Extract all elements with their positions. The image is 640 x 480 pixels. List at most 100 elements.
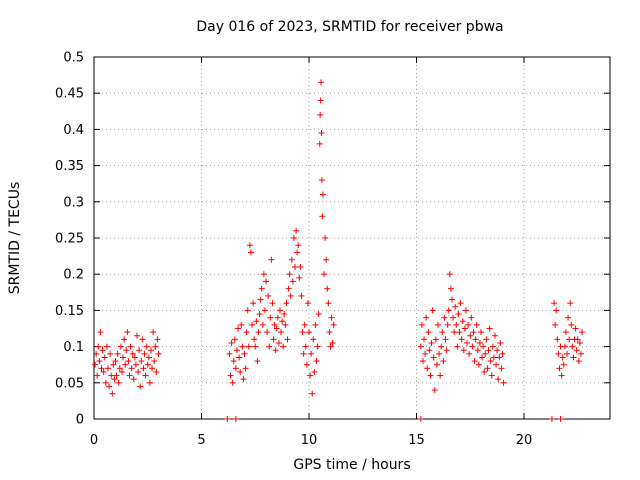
data-point [436,350,443,357]
data-point [318,79,325,86]
data-point [140,365,147,372]
data-point [142,372,149,379]
data-point [94,372,101,379]
data-point [311,368,318,375]
data-point [418,321,425,328]
data-point [561,343,568,350]
y-tick-label: 0 [76,413,84,428]
data-point [555,350,562,357]
data-point [116,365,123,372]
data-points [92,79,586,422]
data-point [99,347,106,354]
data-point [138,358,145,365]
data-point [459,318,466,325]
data-point [153,368,160,375]
data-point [453,321,460,328]
data-point [294,249,301,256]
data-point [466,350,473,357]
data-point [154,336,161,343]
data-point [431,387,438,394]
data-point [456,329,463,336]
y-axis-title: SRMTID / TECUs [7,182,23,295]
data-point [233,347,240,354]
data-point [323,256,330,263]
data-point [290,235,297,241]
data-point [483,336,490,343]
data-point [117,343,124,350]
data-point [265,292,272,299]
data-point [306,329,312,336]
y-tick-label: 0.4 [63,123,84,138]
data-point [444,321,451,328]
data-point [229,379,236,386]
data-point [487,358,494,365]
data-point [279,318,286,325]
x-axis-title: GPS time / hours [293,457,410,473]
data-point [316,140,323,147]
data-point [564,350,570,357]
data-point [122,361,129,368]
data-point [263,278,269,285]
data-point [300,350,307,357]
data-point [139,336,146,343]
data-point [308,350,315,357]
data-point [287,292,294,299]
data-point [559,354,566,361]
data-point [109,390,116,397]
data-point [473,321,480,328]
data-point [297,263,304,270]
data-point [150,329,157,336]
data-point [284,336,291,343]
data-point [575,358,582,365]
data-point [324,285,331,292]
data-point [577,350,584,357]
data-point [136,347,143,354]
data-point [275,339,282,346]
data-point [155,350,162,357]
data-point [108,372,115,379]
data-point [296,274,303,281]
data-point [312,321,319,328]
data-point [127,343,134,350]
data-point [486,325,493,332]
data-point [497,339,504,346]
data-point [566,336,573,343]
data-point [310,336,317,343]
data-point [318,177,325,184]
data-point [231,336,238,343]
data-point [569,343,576,350]
data-point [479,354,486,361]
data-point [558,372,565,379]
data-point [422,350,429,357]
data-point [451,329,458,336]
data-point [102,379,109,386]
data-point [131,354,138,361]
data-point [137,383,144,390]
data-point [264,329,271,336]
data-point [271,321,278,328]
data-point [329,339,336,346]
data-point [247,249,254,256]
data-point [498,365,505,372]
data-point [120,354,127,361]
data-point [551,300,558,307]
data-point [238,321,245,328]
data-point [319,191,326,198]
plot-frame [93,56,611,420]
data-point [274,314,281,321]
data-point [250,300,257,307]
data-point [235,325,242,332]
data-point [326,329,333,336]
y-tick-label: 0.15 [55,304,84,319]
data-point [130,376,137,383]
data-point [106,383,113,390]
data-point [128,365,135,372]
data-point [458,336,465,343]
data-point [227,372,234,379]
data-point [488,372,495,379]
data-point [319,213,326,220]
data-point [114,350,121,357]
data-point [269,300,276,307]
data-point [554,336,561,343]
data-point [475,361,482,368]
